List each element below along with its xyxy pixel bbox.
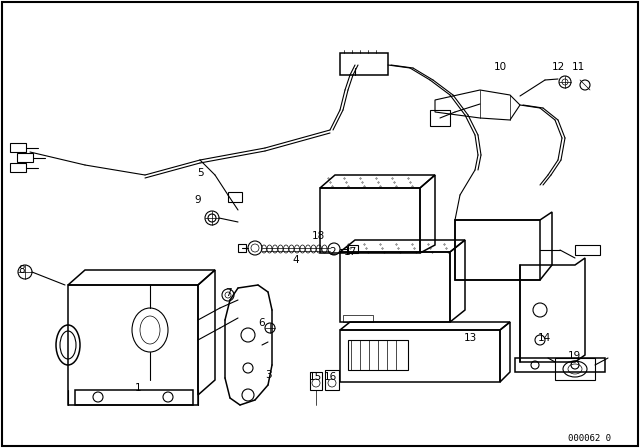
Text: 18: 18 xyxy=(312,231,324,241)
Bar xyxy=(17,153,33,162)
Text: 4: 4 xyxy=(292,255,300,265)
Bar xyxy=(10,143,26,152)
Text: 7: 7 xyxy=(225,288,231,298)
Text: 15: 15 xyxy=(308,372,322,382)
Bar xyxy=(320,188,420,253)
Bar xyxy=(515,358,605,372)
Bar xyxy=(325,370,339,390)
Text: 000062 0: 000062 0 xyxy=(568,434,611,443)
Bar xyxy=(310,372,322,390)
Bar xyxy=(340,53,388,75)
Text: 5: 5 xyxy=(196,168,204,178)
Bar xyxy=(68,285,198,405)
Bar xyxy=(228,192,242,202)
Text: 2: 2 xyxy=(330,247,336,257)
Text: 11: 11 xyxy=(572,62,584,72)
Bar xyxy=(75,390,193,405)
Bar xyxy=(430,110,450,126)
Text: 3: 3 xyxy=(265,370,271,380)
Text: 14: 14 xyxy=(538,333,550,343)
Text: 12: 12 xyxy=(552,62,564,72)
Bar xyxy=(10,163,26,172)
Bar xyxy=(340,252,450,322)
Text: 8: 8 xyxy=(19,265,26,275)
Bar xyxy=(575,245,600,255)
Text: 1: 1 xyxy=(134,383,141,393)
Text: 17: 17 xyxy=(344,247,356,257)
Bar xyxy=(555,358,595,380)
Text: 13: 13 xyxy=(463,333,477,343)
Text: 10: 10 xyxy=(493,62,507,72)
Bar xyxy=(455,220,540,280)
Text: 6: 6 xyxy=(259,318,266,328)
Bar xyxy=(348,245,358,253)
Bar xyxy=(348,340,408,370)
Bar xyxy=(340,330,500,382)
Bar xyxy=(343,315,373,322)
Text: 16: 16 xyxy=(323,372,337,382)
Text: 9: 9 xyxy=(195,195,202,205)
Text: 19: 19 xyxy=(568,351,580,361)
Bar xyxy=(238,244,246,252)
